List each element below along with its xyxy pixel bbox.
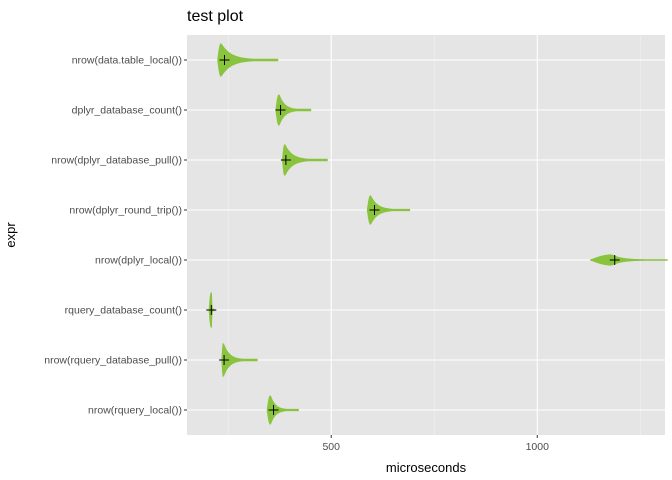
violin-shape <box>217 42 279 78</box>
y-tick-label: nrow(dplyr_database_pull()) <box>51 155 182 167</box>
violin-shape <box>275 93 312 127</box>
violin-shape <box>266 395 299 425</box>
plot-panel <box>187 35 665 435</box>
x-axis-title: microseconds <box>386 460 467 475</box>
chart-title: test plot <box>187 8 244 25</box>
violin-shape <box>366 195 411 225</box>
y-tick-label: nrow(rquery_local()) <box>88 405 182 417</box>
violin-shape <box>282 143 328 177</box>
y-tick-label: nrow(dplyr_local()) <box>95 255 182 267</box>
mean-markers <box>206 55 620 415</box>
y-axis-ticks: nrow(data.table_local()) dplyr_database_c… <box>44 55 187 417</box>
y-tick-label: nrow(rquery_database_pull()) <box>44 355 182 367</box>
violin-shape <box>221 342 258 378</box>
x-tick-label: 1000 <box>526 441 550 453</box>
y-tick-label: nrow(dplyr_round_trip()) <box>69 205 182 217</box>
x-tick-label: 500 <box>322 441 340 453</box>
minor-gridlines <box>227 35 641 435</box>
y-axis-title: expr <box>3 222 18 248</box>
x-axis-ticks: 500 1000 <box>322 435 549 453</box>
violins <box>208 42 668 425</box>
violin-shape <box>590 254 668 266</box>
y-tick-label: rquery_database_count() <box>65 305 182 317</box>
y-tick-label: dplyr_database_count() <box>72 105 182 117</box>
y-tick-label: nrow(data.table_local()) <box>72 55 182 67</box>
